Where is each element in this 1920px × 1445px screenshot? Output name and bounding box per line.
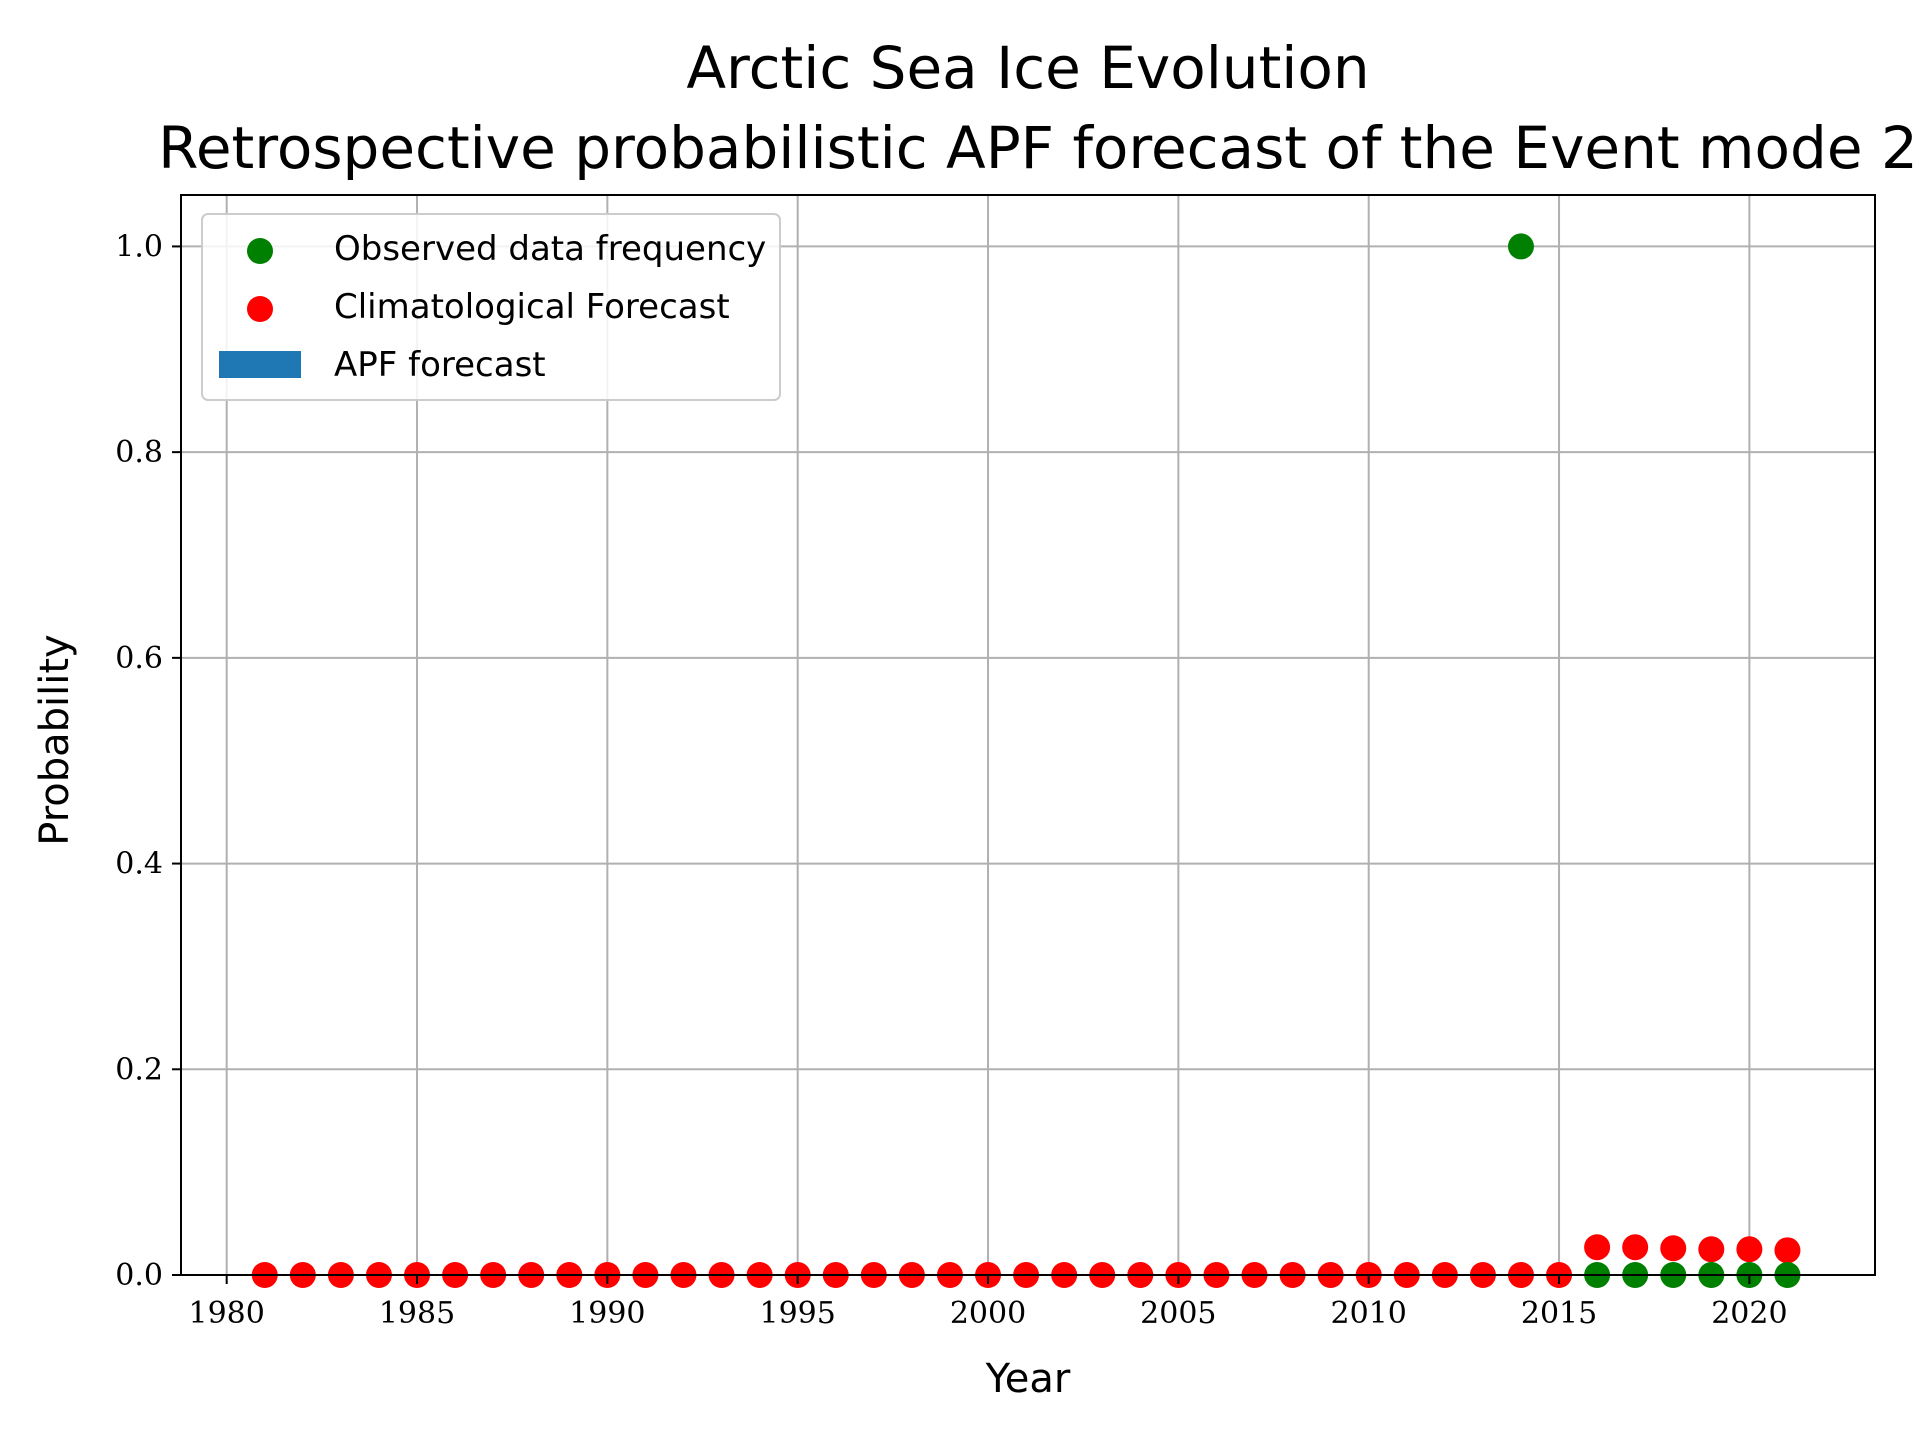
legend-marker-climatological (247, 296, 273, 322)
x-tick-label: 2020 (1711, 1296, 1787, 1331)
climatological-point (1584, 1234, 1611, 1261)
y-tick-label: 1.0 (115, 229, 163, 264)
climatological-point (1736, 1236, 1763, 1263)
legend-label-observed: Observed data frequency (334, 229, 766, 269)
climatological-point (1698, 1236, 1725, 1263)
x-tick-label: 1980 (189, 1296, 265, 1331)
legend: Observed data frequency Climatological F… (201, 213, 781, 401)
x-tick-label: 2000 (950, 1296, 1026, 1331)
climatological-point (1774, 1237, 1801, 1264)
chart-title: Arctic Sea Ice Evolution (686, 34, 1369, 102)
y-tick-label: 0.4 (115, 847, 163, 882)
legend-marker-apf (219, 351, 301, 378)
y-tick-label: 0.0 (115, 1258, 163, 1293)
y-tick-label: 0.2 (115, 1052, 163, 1087)
observed-point (1507, 233, 1534, 260)
x-tick-label: 1995 (760, 1296, 836, 1331)
y-tick-label: 0.6 (115, 641, 163, 676)
legend-frame (201, 213, 781, 401)
climatological-point (1622, 1234, 1649, 1261)
legend-marker-observed (247, 238, 273, 264)
climatological-point (1660, 1235, 1687, 1262)
x-tick-label: 1985 (379, 1296, 455, 1331)
plot-frame (180, 194, 1876, 1276)
x-tick-label: 2005 (1140, 1296, 1216, 1331)
x-axis-label: Year (985, 1356, 1071, 1402)
legend-label-apf: APF forecast (334, 345, 546, 385)
x-tick-label: 1990 (569, 1296, 645, 1331)
y-tick-label: 0.8 (115, 435, 163, 470)
legend-label-climatological: Climatological Forecast (334, 287, 730, 327)
y-axis-label: Probability (32, 634, 78, 845)
chart-subtitle: Retrospective probabilistic APF forecast… (158, 114, 1918, 182)
axis-ticks: 1980 1985 1990 1995 2000 2005 2010 2015 2020 0.0 0… (115, 229, 1787, 1331)
x-tick-label: 2010 (1331, 1296, 1407, 1331)
x-tick-label: 2015 (1521, 1296, 1597, 1331)
